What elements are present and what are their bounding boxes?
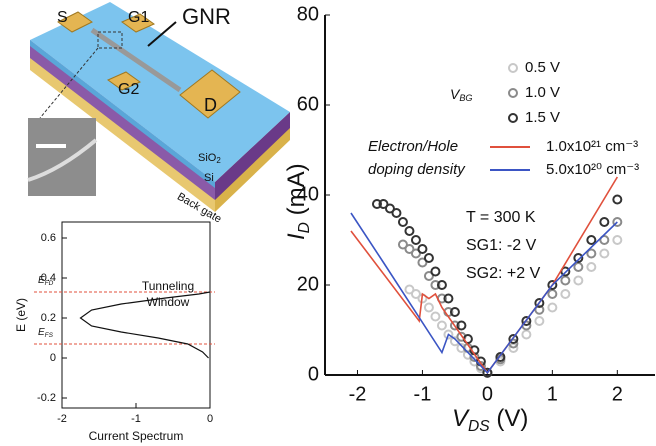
legend-label: 5.0x10²⁰ cm⁻³: [546, 161, 639, 178]
legend-title: Electron/Hole: [368, 138, 458, 155]
x-tick-label: 1: [547, 383, 558, 405]
x-tick-label: -2: [349, 383, 367, 405]
legend-marker: [509, 89, 517, 97]
subscript: D: [296, 222, 313, 233]
figure: S G1 GNR G2 D SiO2 Si Back gate -2 -1 0 -0.…: [0, 0, 656, 446]
y-tick-label: 0.6: [41, 232, 56, 244]
label-d: D: [204, 95, 217, 115]
y-tick-label: 0: [308, 363, 319, 385]
data-point: [522, 331, 530, 339]
data-point: [600, 250, 608, 258]
data-point: [412, 236, 420, 244]
y-tick-label: 80: [297, 3, 319, 25]
data-point: [600, 218, 608, 226]
data-point: [431, 313, 439, 321]
data-point: [561, 290, 569, 298]
sio-sub: 2: [216, 156, 221, 165]
sio: SiO: [198, 152, 217, 164]
y-tick-label: 0: [50, 352, 56, 364]
x-axis-label: Current Spectrum: [89, 429, 184, 443]
data-point: [438, 322, 446, 330]
unit: (mA): [283, 163, 310, 222]
subscript: DS: [468, 418, 490, 435]
data-point: [613, 196, 621, 204]
legend-label: 0.5 V: [525, 59, 560, 76]
label-s: S: [57, 9, 68, 26]
label-si: Si: [204, 172, 214, 184]
device-schematic: S G1 GNR G2 D SiO2 Si Back gate: [28, 2, 290, 226]
y-tick-label: 0.2: [41, 312, 56, 324]
data-point: [587, 236, 595, 244]
x-tick-label: -2: [57, 413, 67, 425]
label-g1: G1: [128, 9, 149, 26]
data-point: [548, 304, 556, 312]
x-axis-label: VDS (V): [452, 405, 528, 435]
legend-title: doping density: [368, 161, 466, 178]
subscript: FS: [45, 332, 54, 339]
reference-label: EFS: [38, 327, 54, 339]
data-point: [548, 290, 556, 298]
x-tick-label: 0: [207, 413, 213, 425]
legend-marker: [509, 64, 517, 72]
annotation: SG2: +2 V: [466, 265, 541, 282]
data-point: [418, 245, 426, 253]
legend-label: 1.0x10²¹ cm⁻³: [546, 138, 638, 155]
legend-marker: [509, 114, 517, 122]
data-point: [574, 263, 582, 271]
x-tick-label: 0: [482, 383, 493, 405]
legend-label: 1.0 V: [525, 84, 560, 101]
x-tick-label: -1: [414, 383, 432, 405]
x-tick-label: -1: [131, 413, 141, 425]
y-axis-label: ID (mA): [283, 163, 313, 240]
y-tick-label: 60: [297, 93, 319, 115]
x-tick-label: 2: [612, 383, 623, 405]
label-gnr: GNR: [182, 4, 231, 29]
data-point: [399, 218, 407, 226]
legend-label: 1.5 V: [525, 109, 560, 126]
y-tick-label: -0.2: [37, 392, 56, 404]
annotation: SG1: -2 V: [466, 237, 537, 254]
data-point: [392, 209, 400, 217]
data-point: [405, 227, 413, 235]
annotation: T = 300 K: [466, 209, 536, 226]
label-g2: G2: [118, 81, 139, 98]
sem-inset: [28, 118, 96, 196]
annotation: Tunneling: [142, 279, 194, 293]
y-axis-label: E (eV): [14, 298, 28, 332]
data-point: [425, 304, 433, 312]
legend-title: VBG: [450, 86, 472, 104]
data-point: [613, 236, 621, 244]
subscript: BG: [459, 94, 472, 104]
data-point: [425, 254, 433, 262]
data-point: [574, 277, 582, 285]
data-point: [561, 277, 569, 285]
data-point: [431, 268, 439, 276]
unit: (V): [490, 405, 529, 432]
subscript: FD: [45, 280, 54, 287]
annotation: Window: [147, 295, 190, 309]
data-point: [587, 263, 595, 271]
data-point: [535, 317, 543, 325]
data-line: [81, 292, 211, 358]
y-tick-label: 20: [297, 273, 319, 295]
